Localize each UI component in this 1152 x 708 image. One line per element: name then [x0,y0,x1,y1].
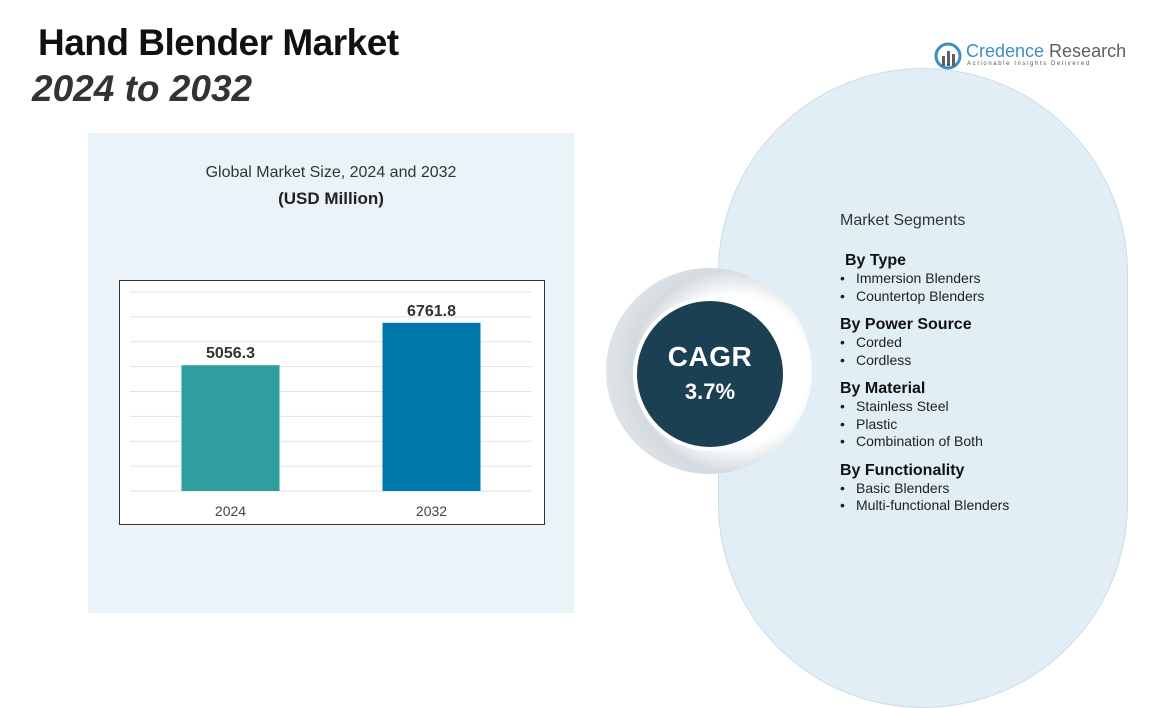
segment-item: • Stainless Steel [840,398,949,414]
logo-tagline: Actionable Insights Delivered [967,61,1091,67]
bar-2032 [382,322,481,491]
bar-2024 [181,365,280,491]
cagr-value: 3.7% [684,379,736,404]
segment-group-power-source: By Power Source • Corded • Cordless [840,316,1120,369]
segment-group-functionality: By Functionality • Basic Blenders • Multi-… [840,462,1120,515]
segment-group-material: By Material • Stainless Steel • Plastic • C… [840,380,1120,451]
data-label-2032: 6761.8 [407,303,456,320]
segment-item: • Basic Blenders [840,479,950,496]
page-title: Hand Blender Market [38,22,399,63]
segments-title: Market Segments [840,212,966,229]
logo-name-second: Research [1044,41,1127,61]
segment-heading: By Power Source [840,316,972,333]
logo-name: Credence Research [966,41,1126,62]
cagr-label: CAGR [667,341,753,372]
segment-item: • Corded [840,334,902,350]
segment-item: • Cordless [840,351,912,368]
bar-chart: 5056.3 2024 6761.8 2032 [130,291,532,519]
x-tick-label-2024: 2024 [215,503,246,519]
market-segments: Market Segments By Type • Immersion Blend… [840,212,1120,526]
segment-heading: By Type [845,252,907,269]
logo-name-first: Credence [966,41,1045,61]
plot-area: 5056.3 2024 6761.8 2032 [119,280,545,525]
brand-logo: Credence Research Actionable Insights De… [934,40,1126,72]
chart-unit-label: (USD Million) [278,189,384,208]
data-label-2024: 5056.3 [206,345,255,362]
segment-heading: By Functionality [840,461,965,479]
x-tick-label-2032: 2032 [416,503,447,519]
logo-icon [934,42,962,70]
chart-title: Global Market Size, 2024 and 2032 [205,164,457,181]
cagr-badge: CAGR 3.7% [633,297,787,451]
segment-group-type: By Type • Immersion Blenders • Countertop … [840,252,1120,305]
segment-item: • Combination of Both [840,433,983,449]
segment-item: • Multi-functional Blenders [840,497,1010,513]
segment-item: • Immersion Blenders [840,270,981,286]
chart-panel: Global Market Size, 2024 and 2032 (USD M… [88,133,574,613]
segment-item: • Plastic [840,415,898,432]
segment-item: • Countertop Blenders [840,287,985,304]
page-subtitle: 2024 to 2032 [32,68,253,109]
segment-heading: By Material [840,380,926,397]
